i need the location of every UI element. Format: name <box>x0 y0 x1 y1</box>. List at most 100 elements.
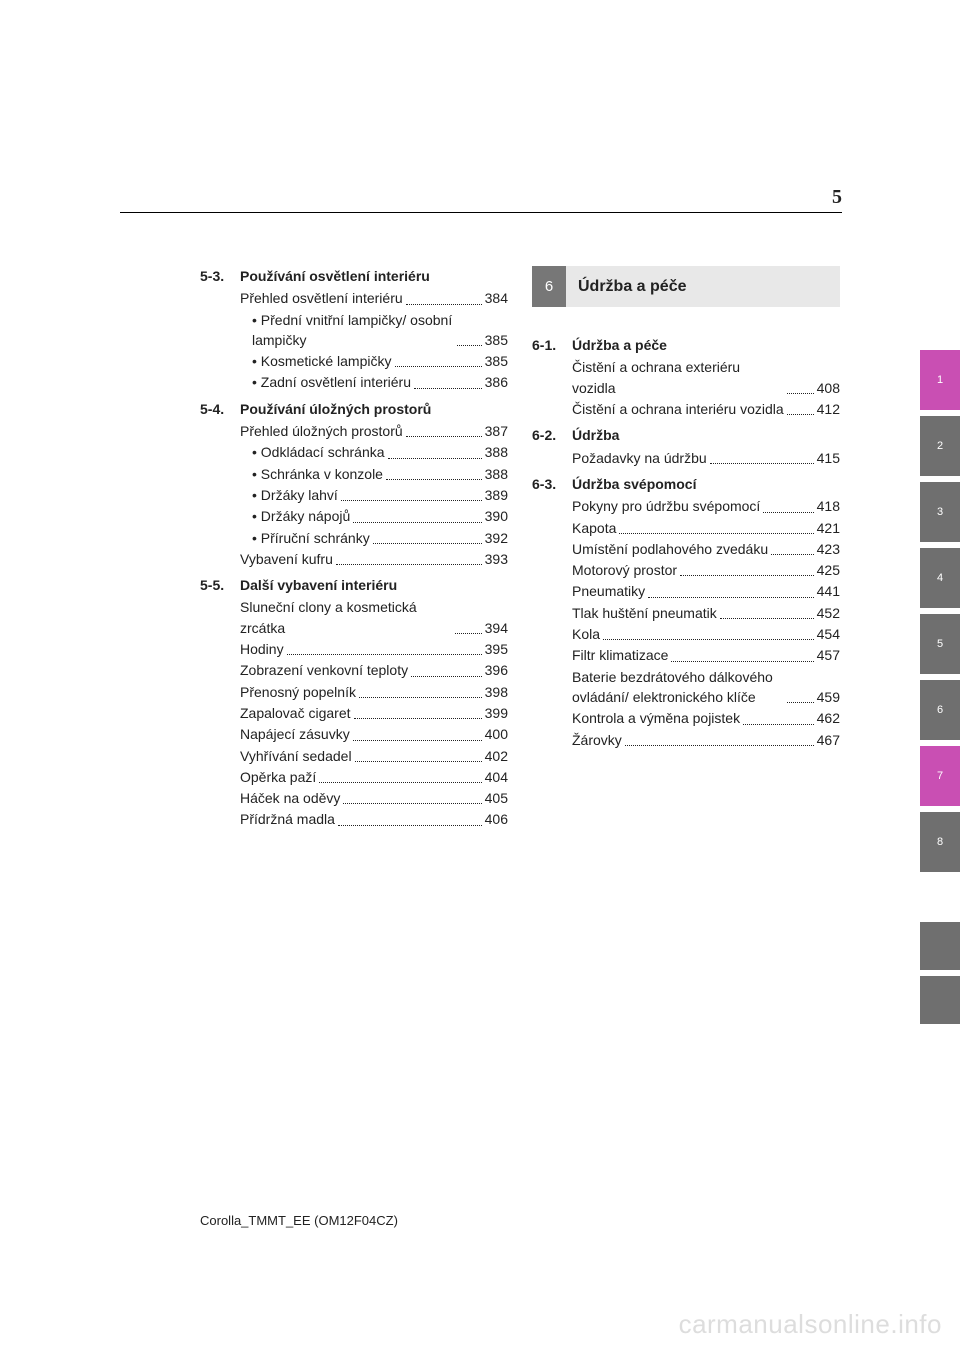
entry-leader <box>671 661 813 662</box>
toc-entry[interactable]: Pokyny pro údržbu svépomocí418 <box>532 496 840 516</box>
toc-entry[interactable]: Přídržná madla406 <box>200 809 508 829</box>
entry-leader <box>355 761 482 762</box>
entry-page: 457 <box>817 645 840 665</box>
toc-entry[interactable]: Kola454 <box>532 624 840 644</box>
toc-entry[interactable]: Tlak huštění pneumatik452 <box>532 603 840 623</box>
entry-leader <box>619 533 813 534</box>
entry-leader <box>457 345 481 346</box>
toc-entry[interactable]: Čistění a ochrana exteriéru vozidla408 <box>532 357 840 398</box>
entry-page: 441 <box>817 581 840 601</box>
toc-entry[interactable]: Hodiny395 <box>200 639 508 659</box>
entry-leader <box>763 512 813 513</box>
entry-leader <box>771 554 814 555</box>
entry-label: Motorový prostor <box>572 560 677 580</box>
entry-leader <box>414 388 482 389</box>
toc-entry[interactable]: • Zadní osvětlení interiéru386 <box>200 372 508 392</box>
toc-entry[interactable]: Sluneční clony a kosmetická zrcátka394 <box>200 597 508 638</box>
entry-page: 384 <box>485 288 508 308</box>
entry-page: 399 <box>485 703 508 723</box>
toc-entry[interactable]: Zobrazení venkovní teploty396 <box>200 660 508 680</box>
section-title: Údržba svépomocí <box>572 474 840 494</box>
toc-entry[interactable]: Napájecí zásuvky400 <box>200 724 508 744</box>
toc-entry[interactable]: Vyhřívání sedadel402 <box>200 746 508 766</box>
page-number: 5 <box>832 186 842 209</box>
toc-entry[interactable]: Přehled osvětlení interiéru384 <box>200 288 508 308</box>
entry-leader <box>343 803 481 804</box>
side-tabs: 12345678 <box>920 350 960 878</box>
toc-entry[interactable]: • Držáky lahví389 <box>200 485 508 505</box>
entry-label: Vyhřívání sedadel <box>240 746 352 766</box>
side-tab[interactable]: 5 <box>920 614 960 674</box>
header-rule <box>120 212 842 213</box>
side-tab[interactable]: 8 <box>920 812 960 872</box>
toc-entry[interactable]: • Kosmetické lampičky385 <box>200 351 508 371</box>
toc-entry[interactable]: • Příruční schránky392 <box>200 528 508 548</box>
entry-label: • Přední vnitřní lampičky/ osobní lampič… <box>252 310 454 351</box>
toc-entry[interactable]: Přenosný popelník398 <box>200 682 508 702</box>
side-tab[interactable]: 1 <box>920 350 960 410</box>
section-number: 5-5. <box>200 575 240 595</box>
toc-entry[interactable]: • Držáky nápojů 390 <box>200 506 508 526</box>
toc-entry[interactable]: Kontrola a výměna pojistek462 <box>532 708 840 728</box>
side-tab[interactable]: 4 <box>920 548 960 608</box>
side-tab[interactable]: 2 <box>920 416 960 476</box>
entry-leader <box>406 436 482 437</box>
entry-page: 425 <box>817 560 840 580</box>
toc-entry[interactable]: • Přední vnitřní lampičky/ osobní lampič… <box>200 310 508 351</box>
toc-entry[interactable]: Přehled úložných prostorů387 <box>200 421 508 441</box>
entry-page: 418 <box>817 496 840 516</box>
toc-entry[interactable]: Motorový prostor 425 <box>532 560 840 580</box>
toc-entry[interactable]: Kapota421 <box>532 518 840 538</box>
entry-label: Baterie bezdrátového dálkového ovládání/… <box>572 667 784 708</box>
side-tab[interactable]: 6 <box>920 680 960 740</box>
entry-leader <box>603 639 814 640</box>
entry-label: • Příruční schránky <box>252 528 370 548</box>
toc-entry[interactable]: Opěrka paží404 <box>200 767 508 787</box>
toc-entry[interactable]: Umístění podlahového zvedáku423 <box>532 539 840 559</box>
entry-leader <box>287 654 482 655</box>
chapter-number: 6 <box>532 266 566 307</box>
entry-page: 395 <box>485 639 508 659</box>
section-heading: 6-3.Údržba svépomocí <box>532 474 840 494</box>
toc-entry[interactable]: Žárovky467 <box>532 730 840 750</box>
entry-leader <box>455 633 482 634</box>
entry-label: Sluneční clony a kosmetická zrcátka <box>240 597 452 638</box>
entry-leader <box>680 575 814 576</box>
watermark: carmanualsonline.info <box>679 1309 942 1340</box>
toc-entry[interactable]: • Schránka v konzole388 <box>200 464 508 484</box>
toc-entry[interactable]: Baterie bezdrátového dálkového ovládání/… <box>532 667 840 708</box>
entry-label: • Držáky nápojů <box>252 506 350 526</box>
tab-blank <box>920 922 960 970</box>
tab-blank <box>920 976 960 1024</box>
toc-entry[interactable]: Čistění a ochrana interiéru vozidla412 <box>532 399 840 419</box>
section-heading: 5-5.Další vybavení interiéru <box>200 575 508 595</box>
entry-page: 390 <box>485 506 508 526</box>
entry-page: 398 <box>485 682 508 702</box>
toc-entry[interactable]: Požadavky na údržbu415 <box>532 448 840 468</box>
section-title: Používání úložných prostorů <box>240 399 508 419</box>
section-title: Používání osvětlení interiéru <box>240 266 508 286</box>
section-number: 6-1. <box>532 335 572 355</box>
entry-page: 415 <box>817 448 840 468</box>
entry-leader <box>341 500 482 501</box>
entry-page: 387 <box>485 421 508 441</box>
toc-entry[interactable]: • Odkládací schránka388 <box>200 442 508 462</box>
toc-entry[interactable]: Vybavení kufru393 <box>200 549 508 569</box>
section-number: 6-3. <box>532 474 572 494</box>
entry-leader <box>406 304 482 305</box>
section-heading: 5-4.Používání úložných prostorů <box>200 399 508 419</box>
toc-entry[interactable]: Filtr klimatizace 457 <box>532 645 840 665</box>
entry-leader <box>787 414 814 415</box>
entry-page: 421 <box>817 518 840 538</box>
entry-page: 408 <box>817 378 840 398</box>
section-title: Další vybavení interiéru <box>240 575 508 595</box>
side-tab[interactable]: 3 <box>920 482 960 542</box>
toc-entry[interactable]: Zapalovač cigaret399 <box>200 703 508 723</box>
entry-page: 406 <box>485 809 508 829</box>
toc-entry[interactable]: Háček na oděvy405 <box>200 788 508 808</box>
side-tab[interactable]: 7 <box>920 746 960 806</box>
entry-label: Háček na oděvy <box>240 788 340 808</box>
entry-page: 385 <box>485 330 508 350</box>
entry-label: Filtr klimatizace <box>572 645 668 665</box>
toc-entry[interactable]: Pneumatiky441 <box>532 581 840 601</box>
